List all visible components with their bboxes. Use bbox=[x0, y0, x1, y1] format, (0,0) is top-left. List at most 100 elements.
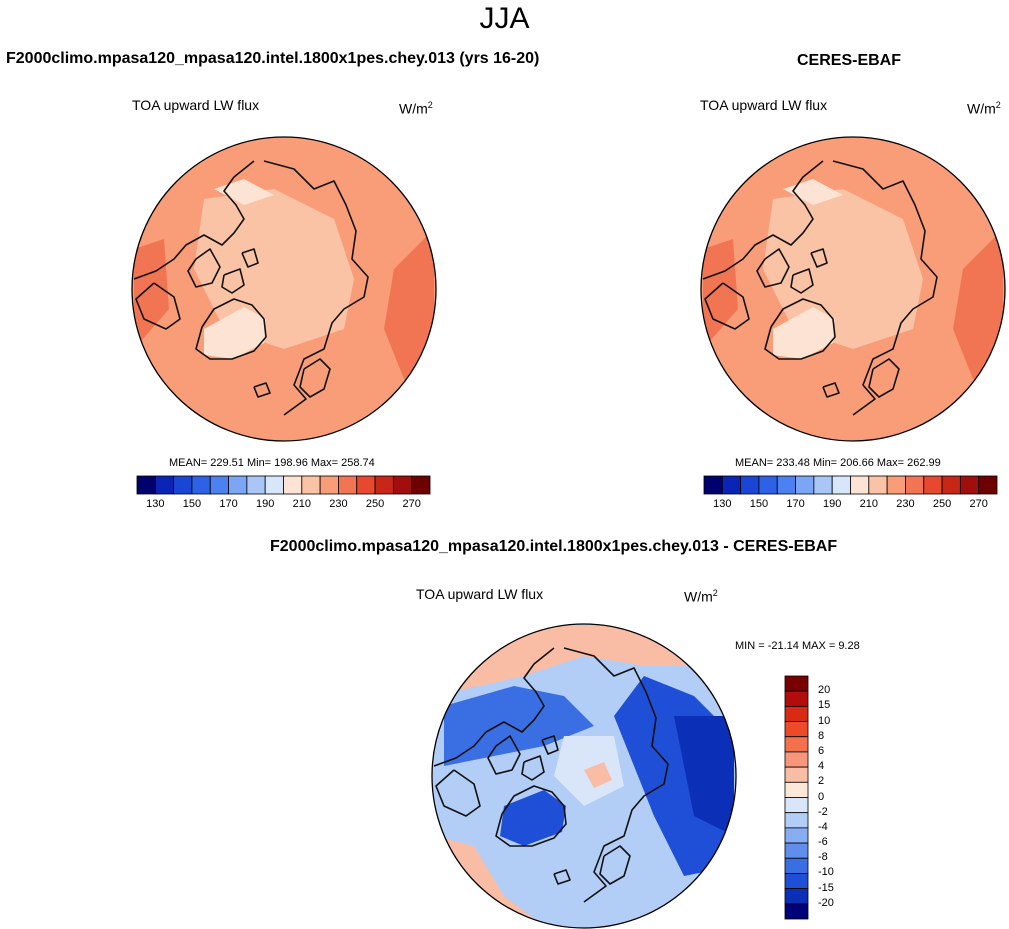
colorbar-tick-label: 130 bbox=[146, 498, 165, 510]
coastline bbox=[241, 248, 259, 268]
colorbar-tick-label: -6 bbox=[818, 836, 828, 849]
field-patch bbox=[584, 762, 612, 788]
colorbar-box bbox=[784, 903, 809, 920]
coastline bbox=[133, 160, 255, 280]
colorbar-tick-label: 150 bbox=[182, 498, 202, 510]
colorbar-tick-label: -2 bbox=[818, 805, 828, 818]
plot-title-model: TOA upward LW flux bbox=[132, 97, 260, 113]
coastline bbox=[187, 248, 221, 288]
map-field-model bbox=[132, 137, 436, 441]
colorbar-box bbox=[784, 751, 809, 768]
units-label-model: W/m2 bbox=[399, 100, 433, 117]
colorbar-box bbox=[868, 475, 888, 495]
colorbar-tick-label: 250 bbox=[365, 498, 385, 510]
colorbar-box bbox=[784, 827, 809, 844]
field-patch bbox=[674, 716, 734, 836]
map-field-diff bbox=[432, 624, 736, 928]
colorbar-box bbox=[978, 475, 998, 495]
colorbar-box bbox=[301, 475, 321, 495]
colorbar-box bbox=[959, 475, 980, 495]
colorbar-tick-label: 20 bbox=[818, 684, 831, 697]
units-label-obs: W/m2 bbox=[967, 100, 1001, 117]
colorbar-box bbox=[795, 475, 815, 495]
stats-diff: MIN = -21.14 MAX = 9.28 bbox=[735, 640, 860, 652]
colorbar-tick-label: 2 bbox=[818, 775, 825, 788]
panel-title-diff: F2000climo.mpasa120_mpasa120.intel.1800x… bbox=[270, 538, 838, 555]
colorbar-box bbox=[905, 475, 925, 495]
coastline bbox=[822, 382, 840, 398]
colorbar-tick-label: 4 bbox=[818, 760, 825, 773]
plot-title-diff: TOA upward LW flux bbox=[416, 586, 544, 602]
stats-model: MEAN= 229.51 Min= 198.96 Max= 258.74 bbox=[169, 457, 375, 469]
colorbar-box bbox=[831, 475, 851, 495]
colorbar-box bbox=[740, 475, 760, 495]
coastline bbox=[253, 382, 271, 398]
field-patch bbox=[703, 239, 738, 349]
colorbar-box bbox=[784, 781, 809, 798]
map-field-obs bbox=[701, 137, 1005, 441]
coastline bbox=[495, 785, 567, 847]
field-patch bbox=[793, 239, 893, 329]
field-patch bbox=[214, 179, 274, 205]
coastline bbox=[299, 358, 331, 398]
colorbar-tick-label: 250 bbox=[932, 498, 952, 510]
field-patch bbox=[384, 229, 434, 389]
colorbar-tick-label: -20 bbox=[818, 896, 834, 909]
colorbar-tick-label: 270 bbox=[402, 498, 421, 510]
colorbar-box bbox=[319, 475, 339, 495]
coastline bbox=[832, 160, 938, 416]
coastline bbox=[764, 298, 836, 360]
colorbar-box bbox=[784, 857, 809, 874]
colorbar-tick-label: 6 bbox=[818, 744, 825, 757]
panel-title-obs: CERES-EBAF bbox=[797, 52, 902, 69]
colorbar-box bbox=[784, 812, 809, 829]
field-patch bbox=[783, 179, 843, 205]
colorbar-tick-label: 150 bbox=[749, 498, 769, 510]
coastline bbox=[263, 160, 369, 416]
colorbar-tick-label: 230 bbox=[896, 498, 915, 510]
colorbar-tick-label: 170 bbox=[786, 498, 805, 510]
colorbar-tick-label: 15 bbox=[818, 699, 831, 712]
field-patch bbox=[953, 229, 1003, 389]
colorbar-box bbox=[813, 475, 833, 495]
colorbar-box bbox=[356, 475, 376, 495]
field-patch bbox=[773, 307, 835, 359]
colorbar-tick-label: -8 bbox=[818, 851, 828, 864]
colorbar-box bbox=[154, 475, 175, 495]
coastline bbox=[599, 845, 631, 885]
coastline bbox=[756, 248, 790, 288]
colorbar-box bbox=[338, 475, 358, 495]
colorbar-box bbox=[721, 475, 742, 495]
coastline bbox=[704, 282, 750, 330]
field-patch bbox=[444, 686, 594, 766]
map-boundary-model bbox=[131, 136, 437, 442]
colorbar-box bbox=[173, 475, 193, 495]
colorbar-tick-label: -15 bbox=[818, 881, 834, 894]
colorbar-box bbox=[228, 475, 248, 495]
colorbar-box bbox=[923, 475, 943, 495]
colorbar-tick-label: 210 bbox=[859, 498, 878, 510]
coastline bbox=[868, 358, 900, 398]
units-label-diff: W/m2 bbox=[684, 588, 718, 605]
field-patch bbox=[134, 239, 169, 349]
colorbar-box bbox=[784, 766, 809, 783]
colorbar-tick-label: 270 bbox=[969, 498, 988, 510]
field-patch bbox=[500, 790, 566, 846]
colorbar-box bbox=[374, 475, 394, 495]
coastline bbox=[487, 735, 521, 775]
colorbar-tick-label: 190 bbox=[256, 498, 275, 510]
coastline bbox=[435, 769, 481, 817]
colorbar-box bbox=[886, 475, 906, 495]
colorbar-box bbox=[392, 475, 413, 495]
colorbar-box bbox=[784, 873, 809, 890]
coastline bbox=[521, 755, 545, 781]
colorbar-box bbox=[246, 475, 266, 495]
map-boundary-diff bbox=[431, 623, 737, 929]
panel-title-model: F2000climo.mpasa120_mpasa120.intel.1800x… bbox=[6, 50, 540, 67]
colorbar-box bbox=[784, 888, 809, 905]
colorbar-tick-label: 10 bbox=[818, 714, 831, 727]
map-boundary-obs bbox=[700, 136, 1006, 442]
colorbar-tick-label: 0 bbox=[818, 790, 825, 803]
field-patch bbox=[204, 307, 266, 359]
